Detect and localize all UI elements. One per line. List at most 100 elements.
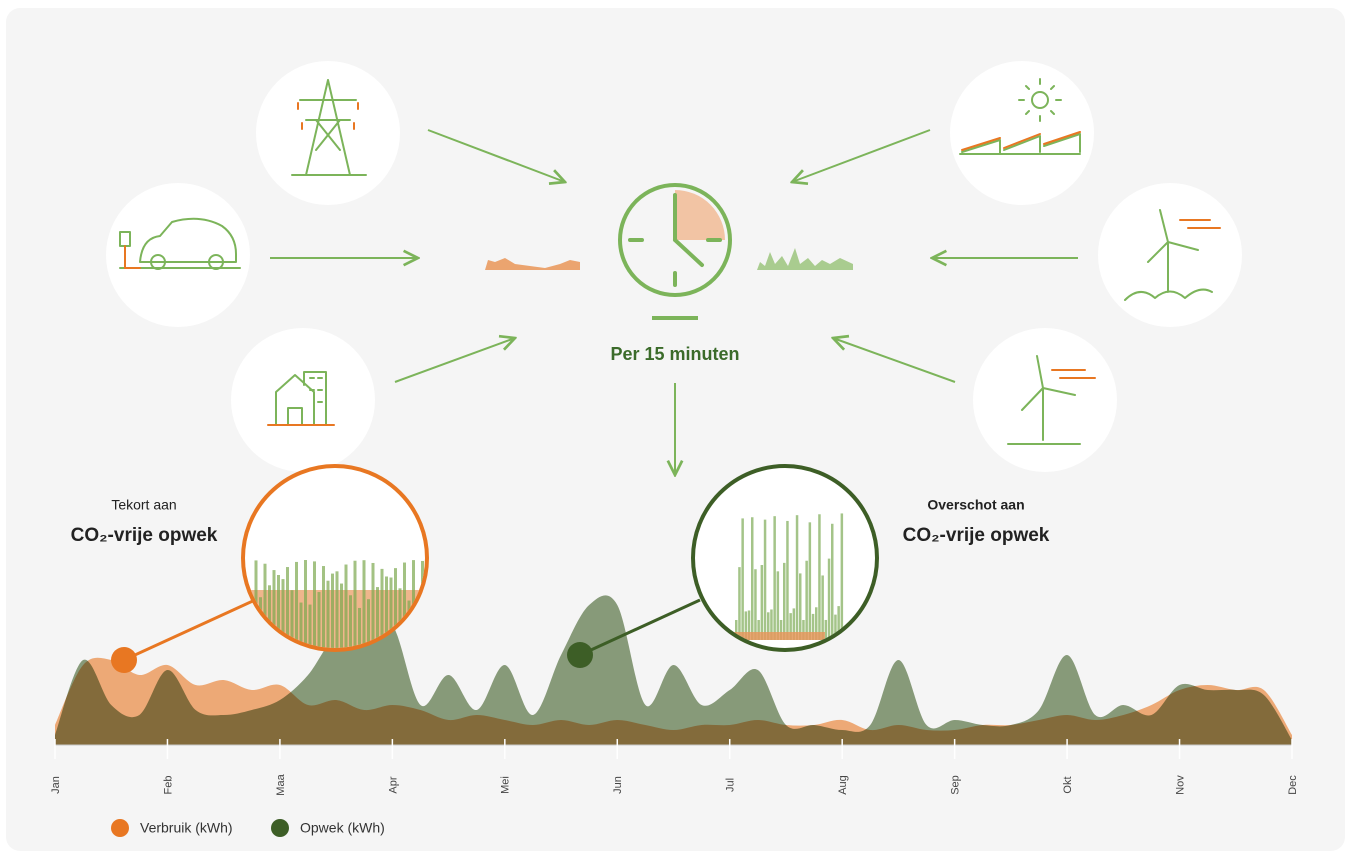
zoom-bar (335, 571, 339, 648)
legend-swatch (271, 819, 289, 837)
zoom-bar (818, 514, 821, 640)
zoom-bar (313, 561, 316, 648)
icon-wind (973, 328, 1117, 472)
zoom-bar (773, 516, 776, 640)
zoom-bar (299, 602, 303, 648)
x-tick-label: Aug (837, 775, 849, 795)
legend: Verbruik (kWh) Opwek (kWh) (111, 819, 385, 837)
zoom-bar (767, 612, 770, 640)
zoom-bar (824, 619, 828, 640)
x-tick-label: Maa (275, 773, 287, 795)
zoom-bar (811, 613, 815, 640)
annotation: Tekort aan (111, 497, 176, 513)
zoom-bar (802, 619, 805, 640)
zoom-bar (735, 620, 738, 640)
zoom-bar (747, 610, 751, 640)
x-tick-label: Okt (1062, 776, 1074, 793)
zoom-bar (308, 604, 312, 648)
zoom-bar (754, 569, 757, 640)
zoom-bar (394, 568, 397, 648)
zoom-bar (779, 619, 783, 640)
arrows (270, 129, 1078, 475)
zoom-bar (763, 519, 767, 640)
zoom-bar (837, 606, 840, 640)
zoom-bar (403, 562, 406, 648)
zoom-bar (295, 561, 298, 648)
x-tick-label: Dec (1287, 775, 1299, 795)
legend-label: Verbruik (kWh) (140, 820, 233, 836)
zoom-bar (821, 575, 824, 640)
zoom-bar (344, 564, 348, 648)
zoom-bar (792, 608, 796, 640)
zoom-bar (286, 567, 289, 648)
x-tick-label: Jul (725, 778, 737, 792)
x-tick-label: Mei (500, 776, 512, 794)
zoom-bar (272, 570, 276, 648)
mini-production (757, 248, 853, 270)
zoom-bar (834, 614, 837, 640)
zoom-bar (783, 562, 786, 640)
annotation: Overschot aan (927, 497, 1024, 513)
zoom-bar (744, 611, 748, 640)
zoom-bar (380, 568, 384, 648)
icon-car (106, 183, 250, 327)
icon-house (231, 328, 375, 472)
zoom-bar (786, 520, 789, 640)
zoom-bar (340, 583, 343, 648)
zoom-connector (579, 598, 701, 657)
zoom-bar (840, 513, 844, 640)
zoom-bar (277, 575, 280, 648)
zoom-ring (241, 464, 429, 652)
x-tick-label: Jan (50, 776, 62, 794)
zoom-bar (385, 576, 388, 648)
hub-label: Per 15 minuten (610, 344, 739, 364)
zoom-bar (799, 573, 802, 640)
zoom-bar (738, 567, 741, 640)
zoom-content (730, 513, 844, 640)
x-tick-label: Apr (387, 776, 399, 793)
zoom-bar (398, 588, 402, 648)
zoom-bar (268, 585, 271, 648)
zoom-bar (322, 566, 325, 648)
icon-pylon (256, 61, 400, 205)
zoom-fill (730, 632, 825, 640)
clock (618, 183, 732, 320)
zoom-bar (815, 607, 818, 640)
zoom-bar (281, 579, 285, 648)
icon-offshore-wind (1098, 183, 1242, 327)
zoom-point (567, 642, 593, 668)
area (55, 657, 1292, 745)
zoom-bar (349, 595, 352, 648)
zoom-bar (367, 599, 370, 648)
annotation: CO₂-vrije opwek (903, 525, 1050, 546)
zoom-bar (757, 619, 760, 640)
mini-consumption (485, 258, 580, 270)
zoom-bar (795, 515, 799, 640)
zoom-bar (353, 560, 357, 648)
zoom-bar (304, 560, 307, 648)
annotation: CO₂-vrije opwek (71, 525, 218, 546)
x-tick-label: Feb (162, 776, 174, 795)
zoom-bar (376, 587, 379, 648)
legend-label: Opwek (kWh) (300, 820, 385, 836)
zoom-bar (317, 592, 321, 648)
x-tick-label: Sep (950, 775, 962, 795)
zoom-ring (691, 464, 879, 652)
zoom-bar (741, 518, 744, 640)
zoom-connector (123, 598, 256, 662)
icon-solar (950, 61, 1094, 205)
zoom-bar (331, 573, 334, 648)
zoom-bar (389, 577, 393, 648)
zoom-bar (827, 558, 831, 640)
zoom-bar (326, 580, 330, 648)
x-tick-label: Jun (612, 776, 624, 794)
zoom-bar (831, 523, 834, 640)
zoom-bar (371, 562, 375, 648)
zoom-bar (760, 565, 764, 640)
zoom-bar (808, 522, 812, 640)
zoom-bar (751, 517, 754, 640)
zoom-bar (263, 563, 267, 648)
zoom-bar (776, 571, 780, 640)
zoom-bar (362, 560, 366, 648)
